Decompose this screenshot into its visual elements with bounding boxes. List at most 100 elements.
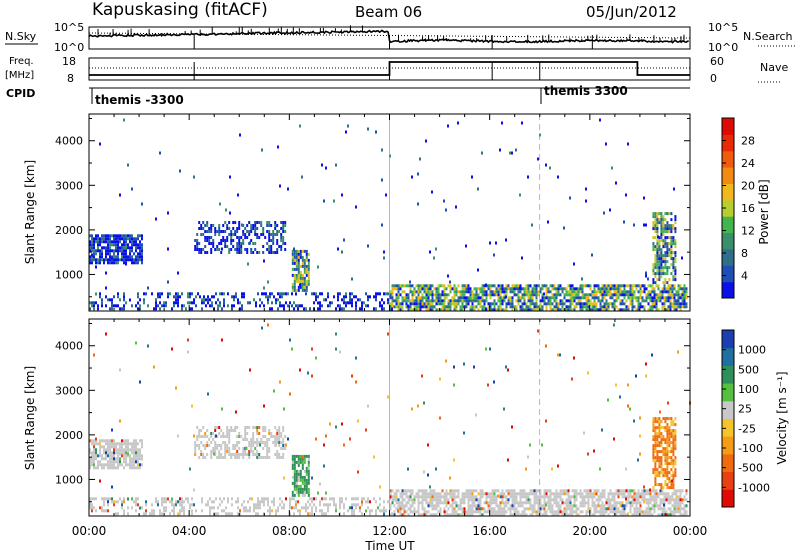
scatter-cell-1869	[681, 507, 684, 511]
x-tick-label: 00:00	[673, 524, 708, 538]
scatter-cell-194	[137, 460, 139, 464]
scatter-cell-1754	[653, 296, 656, 300]
scatter-cell-78	[107, 261, 109, 265]
scatter-cell-302	[177, 295, 179, 299]
scatter-cell-2119	[221, 407, 223, 411]
scatter-cell-666	[248, 221, 251, 224]
scatter-cell-1589	[603, 290, 606, 294]
scatter-cell-373	[241, 503, 243, 507]
scatter-cell-1844	[675, 495, 678, 499]
scatter-cell-792	[295, 273, 298, 277]
scatter-cell-2030	[670, 242, 673, 246]
scatter-cell-2140	[383, 256, 385, 260]
scatter-cell-1380	[535, 495, 538, 499]
scatter-cell-2152	[431, 190, 433, 194]
scatter-cell-1444	[561, 287, 564, 291]
scatter-cell-1497	[569, 498, 572, 502]
scatter-cell-1025	[435, 296, 438, 300]
scatter-cell-1818	[671, 305, 674, 309]
scatter-cell-34	[97, 463, 99, 467]
scatter-cell-317	[183, 500, 185, 504]
scatter-cell-1373	[539, 287, 542, 291]
scatter-cell-1451	[563, 293, 566, 297]
scatter-cell-1741	[649, 305, 652, 309]
scatter-cell-553	[194, 453, 197, 456]
scatter-cell-357	[223, 298, 225, 302]
scatter-cell-284	[161, 500, 163, 504]
scatter-cell-2055	[674, 230, 677, 234]
scatter-cell-1508	[579, 302, 582, 306]
scatter-cell-2186	[445, 359, 447, 363]
scatter-cell-868	[389, 308, 392, 312]
scatter-cell-1533	[581, 492, 584, 496]
scatter-cell-709	[268, 221, 271, 224]
scatter-cell-1214	[491, 302, 494, 306]
scatter-cell-1812	[665, 495, 668, 499]
scatter-cell-1875	[652, 242, 655, 246]
scatter-cell-1348	[525, 498, 528, 502]
scatter-cell-299	[175, 298, 177, 302]
scatter-cell-1056	[437, 501, 440, 505]
scatter-cell-1480	[565, 489, 568, 493]
scatter-cell-2057	[672, 441, 675, 445]
scatter-cell-1578	[595, 492, 598, 496]
scatter-cell-2130	[283, 407, 285, 411]
scatter-cell-890	[307, 463, 310, 467]
scatter-cell-616	[230, 230, 233, 233]
scatter-cell-155	[129, 442, 131, 446]
scatter-cell-1937	[658, 420, 661, 424]
scatter-cell-1248	[501, 296, 504, 300]
scatter-cell-1962	[660, 459, 663, 463]
scatter-cell-89	[111, 460, 113, 464]
scatter-cell-2225	[601, 428, 603, 432]
scatter-cell-556	[204, 245, 207, 248]
scatter-cell-2131	[351, 277, 353, 281]
scatter-cell-1231	[491, 498, 494, 502]
scatter-cell-1546	[585, 495, 588, 499]
scatter-cell-2	[89, 243, 91, 247]
scatter-cell-742	[278, 230, 281, 233]
scatter-cell-348	[217, 298, 219, 302]
scatter-cell-1041	[433, 495, 436, 499]
scatter-cell-900	[389, 489, 392, 493]
scatter-cell-1311	[513, 510, 516, 514]
scatter-cell-1160	[475, 296, 478, 300]
scatter-cell-186	[135, 457, 137, 461]
scatter-cell-907	[391, 495, 394, 499]
scatter-cell-1579	[601, 284, 604, 288]
scatter-cell-564	[200, 429, 203, 432]
scatter-cell-1796	[659, 513, 662, 517]
scatter-cell-1947	[660, 230, 663, 234]
scatter-cell-1563	[595, 302, 598, 306]
scatter-cell-951	[405, 492, 408, 496]
scatter-cell-186	[133, 261, 135, 265]
scatter-cell-138	[123, 466, 125, 470]
scatter-cell-1452	[563, 296, 566, 300]
scatter-cell-1381	[541, 293, 544, 297]
scatter-cell-1533	[587, 296, 590, 300]
scatter-cell-1661	[619, 513, 622, 517]
scatter-cell-1632	[615, 290, 618, 294]
scatter-cell-156	[125, 258, 127, 262]
scatter-cell-539	[379, 509, 381, 513]
scatter-cell-1045	[433, 513, 436, 517]
scatter-cell-1704	[637, 299, 640, 303]
scatter-cell-162	[131, 442, 133, 446]
scatter-cell-1674	[623, 507, 626, 511]
scatter-cell-1992	[664, 468, 667, 472]
scatter-cell-1291	[509, 495, 512, 499]
scatter-cell-1940	[658, 278, 661, 282]
scatter-cell-1526	[585, 296, 588, 300]
scatter-cell-1191	[479, 489, 482, 493]
scatter-cell-1175	[481, 284, 484, 288]
scatter-cell-844	[305, 258, 308, 262]
scatter-cell-2200	[503, 407, 505, 411]
scatter-cell-794	[282, 441, 285, 444]
scatter-cell-2045	[670, 462, 673, 466]
scatter-cell-280	[159, 292, 161, 296]
scatter-cell-1054	[437, 495, 440, 499]
scatter-cell-1824	[669, 501, 672, 505]
scatter-cell-1489	[573, 305, 576, 309]
scatter-cell-1061	[439, 498, 442, 502]
scatter-cell-2161	[457, 121, 459, 125]
